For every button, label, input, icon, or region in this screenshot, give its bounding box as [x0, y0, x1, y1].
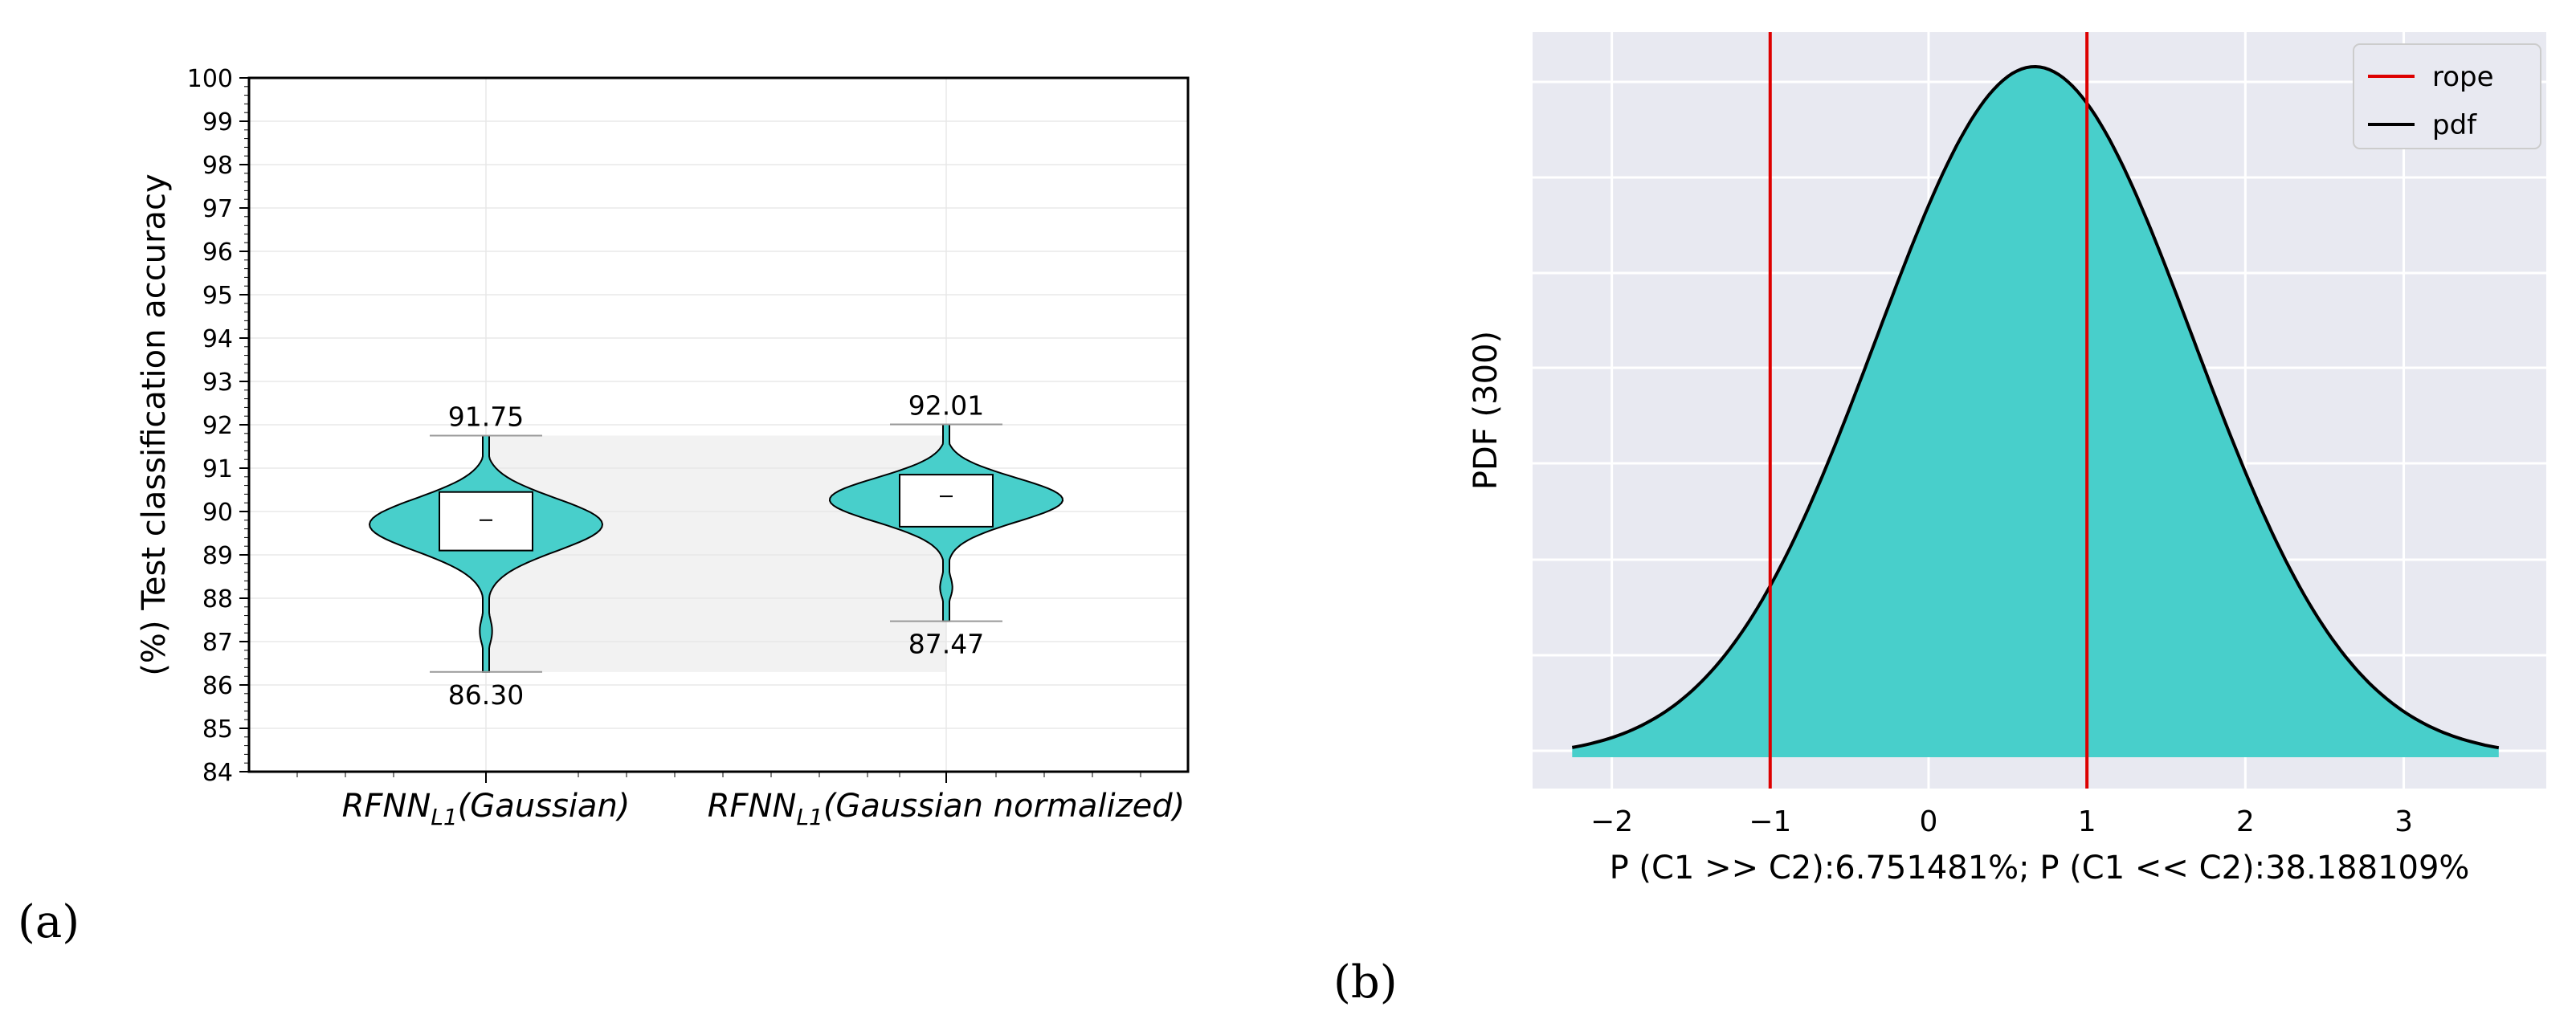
- y-tick-label: 88: [202, 585, 233, 613]
- y-tick-label: 92: [202, 412, 233, 440]
- pdf-chart: −2 −1 0 1 2 3 PDF (300) P (C1 >> C2):6.751481…: [1468, 32, 2546, 887]
- y-tick-label: 95: [202, 282, 233, 310]
- violin-chart: 91.75 86.30 92.01 87.47 84 85 86 87 88 89 90 91 92 9…: [136, 65, 1190, 830]
- y-tick-label: 87: [202, 629, 233, 657]
- y-tick-label: 93: [202, 369, 233, 397]
- y-tick-label: 85: [202, 715, 233, 744]
- x-axis-ticks: RFNNL1(Gaussian) RFNNL1(Gaussian normaliz…: [296, 772, 1186, 830]
- y-axis-ticks: 84 85 86 87 88 89 90 91 92 93 94 95 96 97 98 99 100: [187, 65, 249, 787]
- y-tick-label: 90: [202, 499, 233, 527]
- x-axis-ticks: −2 −1 0 1 2 3: [1590, 805, 2413, 838]
- y-tick-label: 89: [202, 542, 233, 570]
- violin-max-label: 92.01: [908, 389, 984, 421]
- x-tick-label: −2: [1590, 805, 1633, 838]
- violin-box: [439, 491, 533, 552]
- legend-box: [2353, 43, 2541, 149]
- rope-lines: [1768, 32, 2089, 789]
- x-tick-label: RFNNL1(Gaussian): [342, 788, 631, 830]
- y-tick-label: 84: [202, 759, 233, 787]
- x-tick-label: 1: [2078, 805, 2096, 838]
- violin-box: [899, 474, 994, 528]
- panel-label-a: (a): [18, 896, 80, 948]
- y-tick-label: 86: [202, 672, 233, 700]
- pdf-area: [1572, 67, 2499, 757]
- legend-pdf-label: pdf: [2432, 109, 2477, 141]
- y-axis-label: PDF (300): [1468, 331, 1504, 490]
- x-tick-label: 3: [2394, 805, 2413, 838]
- y-axis-label: (%) Test classification accuracy: [136, 173, 173, 675]
- legend-rope-label: rope: [2432, 61, 2494, 93]
- x-tick-label: RFNNL1(Gaussian normalized): [708, 788, 1186, 830]
- range-band: [486, 435, 946, 672]
- x-tick-label: 0: [1920, 805, 1938, 838]
- y-tick-label: 94: [202, 325, 233, 353]
- y-tick-label: 97: [202, 195, 233, 223]
- violin-min-label: 86.30: [448, 679, 524, 711]
- y-tick-label: 96: [202, 238, 233, 267]
- y-tick-label: 91: [202, 455, 233, 483]
- y-tick-label: 99: [202, 108, 233, 137]
- legend: rope pdf: [2353, 43, 2541, 149]
- x-tick-label: −1: [1749, 805, 1791, 838]
- x-axis-label: P (C1 >> C2):6.751481%; P (C1 << C2):38.…: [1610, 850, 2470, 887]
- y-tick-label: 100: [187, 65, 233, 93]
- pdf-curve: [1571, 64, 2500, 750]
- x-tick-label: 2: [2236, 805, 2255, 838]
- violin-max-label: 91.75: [448, 401, 524, 433]
- panel-label-b: (b): [1333, 956, 1398, 1009]
- y-tick-label: 98: [202, 152, 233, 180]
- violin-min-label: 87.47: [908, 629, 984, 660]
- range-band-rect: [486, 435, 946, 672]
- violins: 91.75 86.30 92.01 87.47: [368, 389, 1064, 711]
